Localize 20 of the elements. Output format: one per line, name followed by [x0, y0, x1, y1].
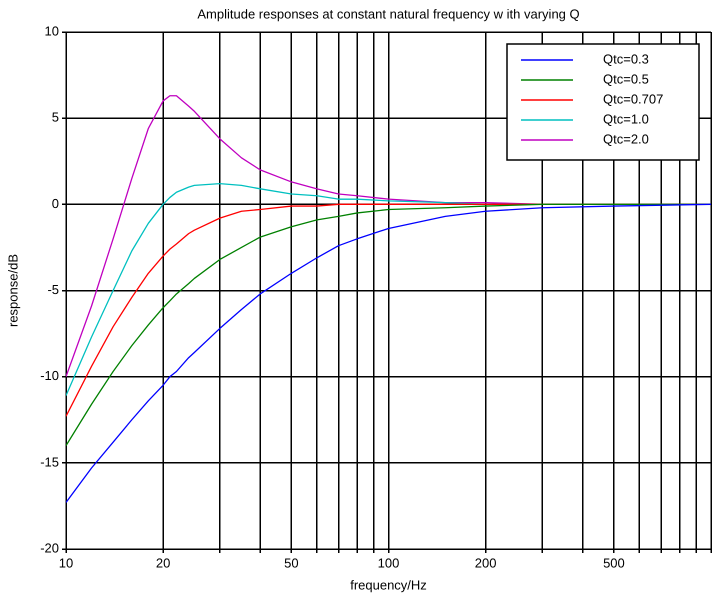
- legend-label: Qtc=0.5: [603, 72, 649, 87]
- legend-label: Qtc=0.707: [603, 92, 664, 107]
- x-tick-label: 100: [378, 555, 400, 570]
- legend-label: Qtc=2.0: [603, 132, 649, 147]
- x-tick-label: 50: [284, 555, 299, 570]
- legend-label: Qtc=1.0: [603, 112, 649, 127]
- y-tick-label: -20: [40, 540, 59, 556]
- chart-title: Amplitude responses at constant natural frequency w ith varying Q: [197, 6, 580, 22]
- x-axis-title: frequency/Hz: [350, 578, 427, 593]
- y-tick-label: -15: [40, 454, 59, 470]
- y-tick-label: 10: [44, 24, 59, 39]
- y-tick-label: -10: [40, 368, 59, 384]
- x-tick-label: 200: [474, 555, 496, 570]
- y-tick-label: 5: [52, 110, 59, 125]
- x-tick-label: 500: [603, 555, 625, 570]
- y-axis-title: response/dB: [6, 254, 21, 327]
- y-tick-label: 0: [52, 196, 59, 211]
- x-tick-label: 20: [156, 555, 170, 570]
- legend-label: Qtc=0.3: [603, 52, 649, 67]
- y-tick-label: -5: [47, 282, 59, 298]
